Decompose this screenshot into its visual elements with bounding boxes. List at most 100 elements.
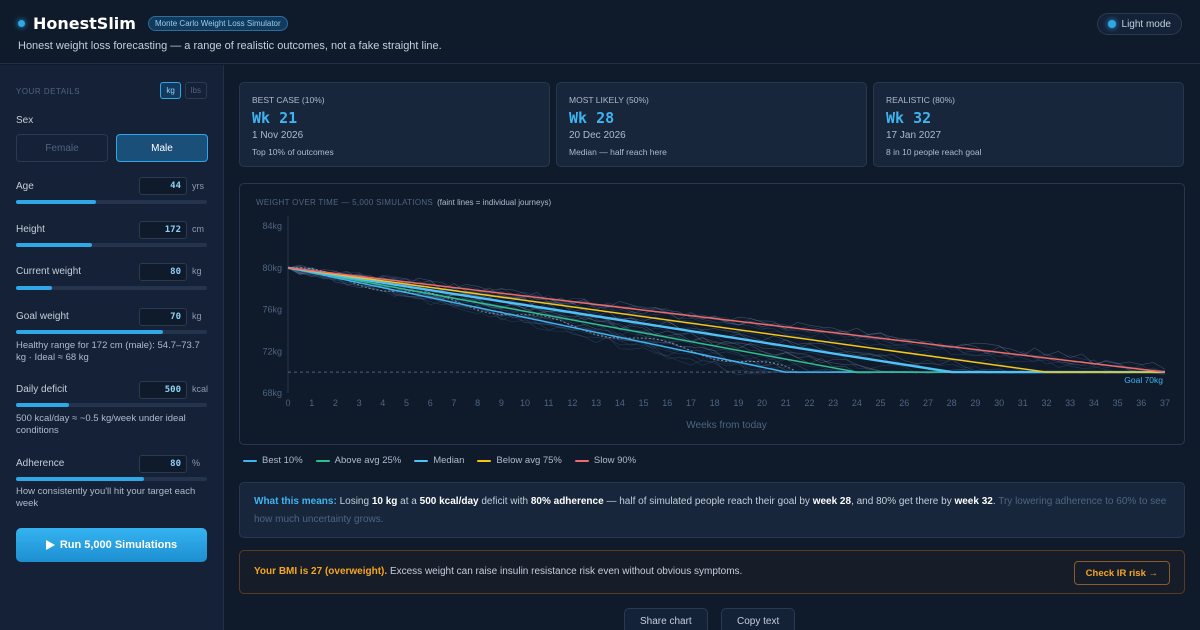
y-tick-label: 84kg	[262, 221, 282, 231]
x-tick-label: 0	[285, 398, 290, 408]
height-slider[interactable]	[16, 243, 207, 247]
x-tick-label: 28	[947, 398, 957, 408]
card-date: 20 Dec 2026	[569, 130, 626, 141]
tagline: Honest weight loss forecasting — a range…	[18, 40, 442, 52]
x-tick-label: 3	[357, 398, 362, 408]
card-date: 17 Jan 2027	[886, 130, 942, 141]
y-tick-label: 80kg	[262, 263, 282, 273]
legend-swatch	[414, 459, 429, 462]
light-mode-button[interactable]: Light mode	[1096, 13, 1182, 35]
current-weight-slider-fill	[16, 286, 53, 290]
info-bold: 80% adherence	[530, 496, 604, 507]
legend-label: Median	[433, 455, 465, 466]
goal-weight-label: Goal weight	[16, 311, 69, 322]
daily-deficit-hint: 500 kcal/day ≈ ~0.5 kg/week under ideal …	[16, 413, 186, 436]
daily-deficit-slider[interactable]	[16, 403, 207, 407]
x-tick-label: 2	[333, 398, 338, 408]
journey-dashed-line	[287, 267, 1165, 373]
age-input[interactable]: 44	[139, 177, 187, 195]
check-ir-risk-button[interactable]: Check IR risk →	[1073, 561, 1170, 585]
x-axis-ticks: 0 1 2 3 4 5 6 7 8 9 10 11 12 13 14 15 16 17 18 19 20 21 22 23 24…	[285, 398, 1170, 408]
section-label: YOUR DETAILS	[16, 87, 81, 96]
goal-weight-unit: kg	[192, 311, 202, 321]
legend-item: Median	[414, 455, 464, 466]
best-case-card: BEST CASE (10%) Wk 21 1 Nov 2026 Top 10%…	[239, 82, 550, 167]
card-label: REALISTIC (80%)	[886, 95, 955, 105]
age-unit: yrs	[192, 181, 204, 191]
unit-lbs-button[interactable]: lbs	[184, 82, 207, 99]
card-label: BEST CASE (10%)	[252, 95, 325, 105]
current-weight-label: Current weight	[16, 266, 82, 277]
x-tick-label: 4	[380, 398, 385, 408]
x-tick-label: 24	[852, 398, 862, 408]
bmi-warning: Your BMI is 27 (overweight).	[254, 566, 388, 577]
y-tick-label: 76kg	[262, 305, 282, 315]
x-tick-label: 5	[404, 398, 409, 408]
legend-label: Above avg 25%	[334, 455, 402, 466]
adherence-slider-fill	[16, 477, 144, 481]
x-tick-label: 20	[757, 398, 767, 408]
x-tick-label: 16	[662, 398, 672, 408]
info-text: deficit with	[478, 496, 531, 507]
info-text: .	[992, 496, 999, 507]
x-tick-label: 6	[428, 398, 433, 408]
legend-item: Below avg 75%	[477, 455, 562, 466]
series-line-below-avg-75-	[287, 267, 1165, 373]
chart-panel: 84kg 80kg 76kg 72kg 68kg 0 1 2 3 4 5 6 7 8 9 10 11 12 13 1…	[239, 183, 1185, 445]
height-input[interactable]: 172	[139, 221, 187, 239]
card-week: Wk 21	[252, 109, 298, 127]
card-sub: Median — half reach here	[569, 147, 667, 157]
brand-name: HonestSlim	[33, 14, 136, 33]
run-simulations-label: Run 5,000 Simulations	[59, 539, 178, 551]
card-week: Wk 28	[569, 109, 615, 127]
info-text: — half of simulated people reach their g…	[603, 496, 813, 507]
play-icon	[45, 540, 55, 550]
x-tick-label: 36	[1136, 398, 1146, 408]
daily-deficit-input[interactable]: 500	[139, 381, 187, 399]
female-button[interactable]: Female	[16, 134, 108, 162]
app-header: HonestSlim Monte Carlo Weight Loss Simul…	[0, 0, 1200, 64]
run-simulations-button[interactable]: Run 5,000 Simulations	[16, 528, 207, 562]
legend-item: Best 10%	[243, 455, 303, 466]
sidebar: YOUR DETAILS kg lbs Sex Female Male Age …	[0, 65, 224, 630]
y-tick-label: 68kg	[262, 388, 282, 398]
unit-kg-button[interactable]: kg	[160, 82, 181, 99]
most-likely-card: MOST LIKELY (50%) Wk 28 20 Dec 2026 Medi…	[556, 82, 867, 167]
goal-weight-input[interactable]: 70	[139, 308, 187, 326]
x-tick-label: 14	[615, 398, 625, 408]
copy-text-button[interactable]: Copy text	[721, 608, 796, 630]
adherence-slider[interactable]	[16, 477, 207, 481]
card-sub: 8 in 10 people reach goal	[886, 147, 982, 157]
current-weight-slider[interactable]	[16, 286, 207, 290]
male-button[interactable]: Male	[116, 134, 208, 162]
goal-weight-slider-fill	[16, 330, 164, 334]
chart-title-text: WEIGHT OVER TIME — 5,000 SIMULATIONS	[256, 198, 434, 207]
x-tick-label: 8	[475, 398, 480, 408]
x-tick-label: 7	[451, 398, 456, 408]
x-tick-label: 31	[1018, 398, 1028, 408]
x-axis-label: Weeks from today	[686, 420, 766, 431]
info-text: at a	[397, 496, 420, 507]
legend-label: Slow 90%	[593, 455, 637, 466]
legend-label: Below avg 75%	[496, 455, 562, 466]
info-bold: week 32	[954, 496, 993, 507]
bmi-text: Your BMI is 27 (overweight). Excess weig…	[254, 566, 742, 577]
goal-weight-hint: Healthy range for 172 cm (male): 54.7–73…	[16, 340, 200, 363]
journey-line	[287, 264, 1166, 370]
x-tick-label: 1	[309, 398, 314, 408]
current-weight-input[interactable]: 80	[139, 263, 187, 281]
adherence-input[interactable]: 80	[139, 455, 187, 473]
info-bold: 500 kcal/day	[419, 496, 479, 507]
age-slider[interactable]	[16, 200, 207, 204]
legend-item: Above avg 25%	[315, 455, 402, 466]
share-chart-button[interactable]: Share chart	[624, 608, 708, 630]
y-tick-label: 72kg	[262, 346, 282, 356]
height-unit: cm	[192, 224, 204, 234]
light-mode-label: Light mode	[1121, 18, 1171, 30]
info-bold: week 28	[812, 496, 852, 507]
height-slider-fill	[16, 243, 93, 247]
legend-swatch	[574, 459, 589, 462]
info-bold: 10 kg	[371, 496, 398, 507]
goal-weight-slider[interactable]	[16, 330, 207, 334]
